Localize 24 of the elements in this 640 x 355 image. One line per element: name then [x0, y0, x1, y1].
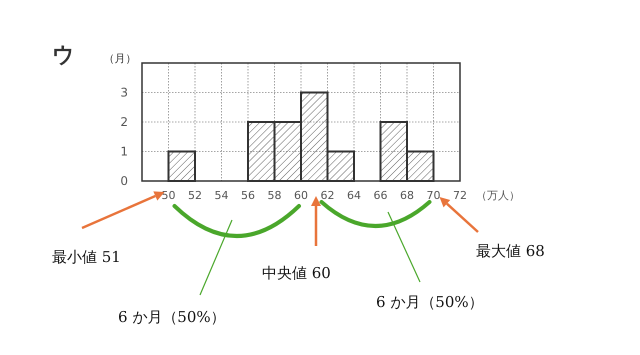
text: 6 か月（50%）	[376, 293, 484, 311]
x-tick-label: 70	[426, 189, 440, 202]
y-tick-label: 3	[120, 86, 128, 100]
x-tick-label: 60	[294, 189, 308, 202]
y-axis-title: （月）	[104, 52, 136, 65]
x-tick-label: 68	[400, 189, 414, 202]
text: 中央値 60	[262, 264, 331, 282]
y-tick-label: 0	[120, 174, 128, 188]
x-tick-label: 56	[241, 189, 255, 202]
x-tick-label: 62	[320, 189, 334, 202]
x-tick-label: 66	[374, 189, 388, 202]
x-axis-title: （万人）	[476, 189, 520, 202]
x-tick-label: 54	[214, 189, 228, 202]
x-tick-label: 64	[347, 189, 361, 202]
text: 6 か月（50%）	[118, 308, 226, 326]
x-tick-label: 52	[188, 189, 202, 202]
x-tick-label: 58	[268, 189, 282, 202]
x-tick-label: 50	[162, 189, 176, 202]
y-tick-label: 1	[120, 144, 128, 158]
chart-title: ウ	[52, 43, 75, 68]
text: 最小値 51	[52, 248, 121, 266]
text: 最大値 68	[476, 242, 545, 260]
y-tick-label: 2	[120, 115, 128, 129]
x-tick-label: 72	[453, 189, 467, 202]
